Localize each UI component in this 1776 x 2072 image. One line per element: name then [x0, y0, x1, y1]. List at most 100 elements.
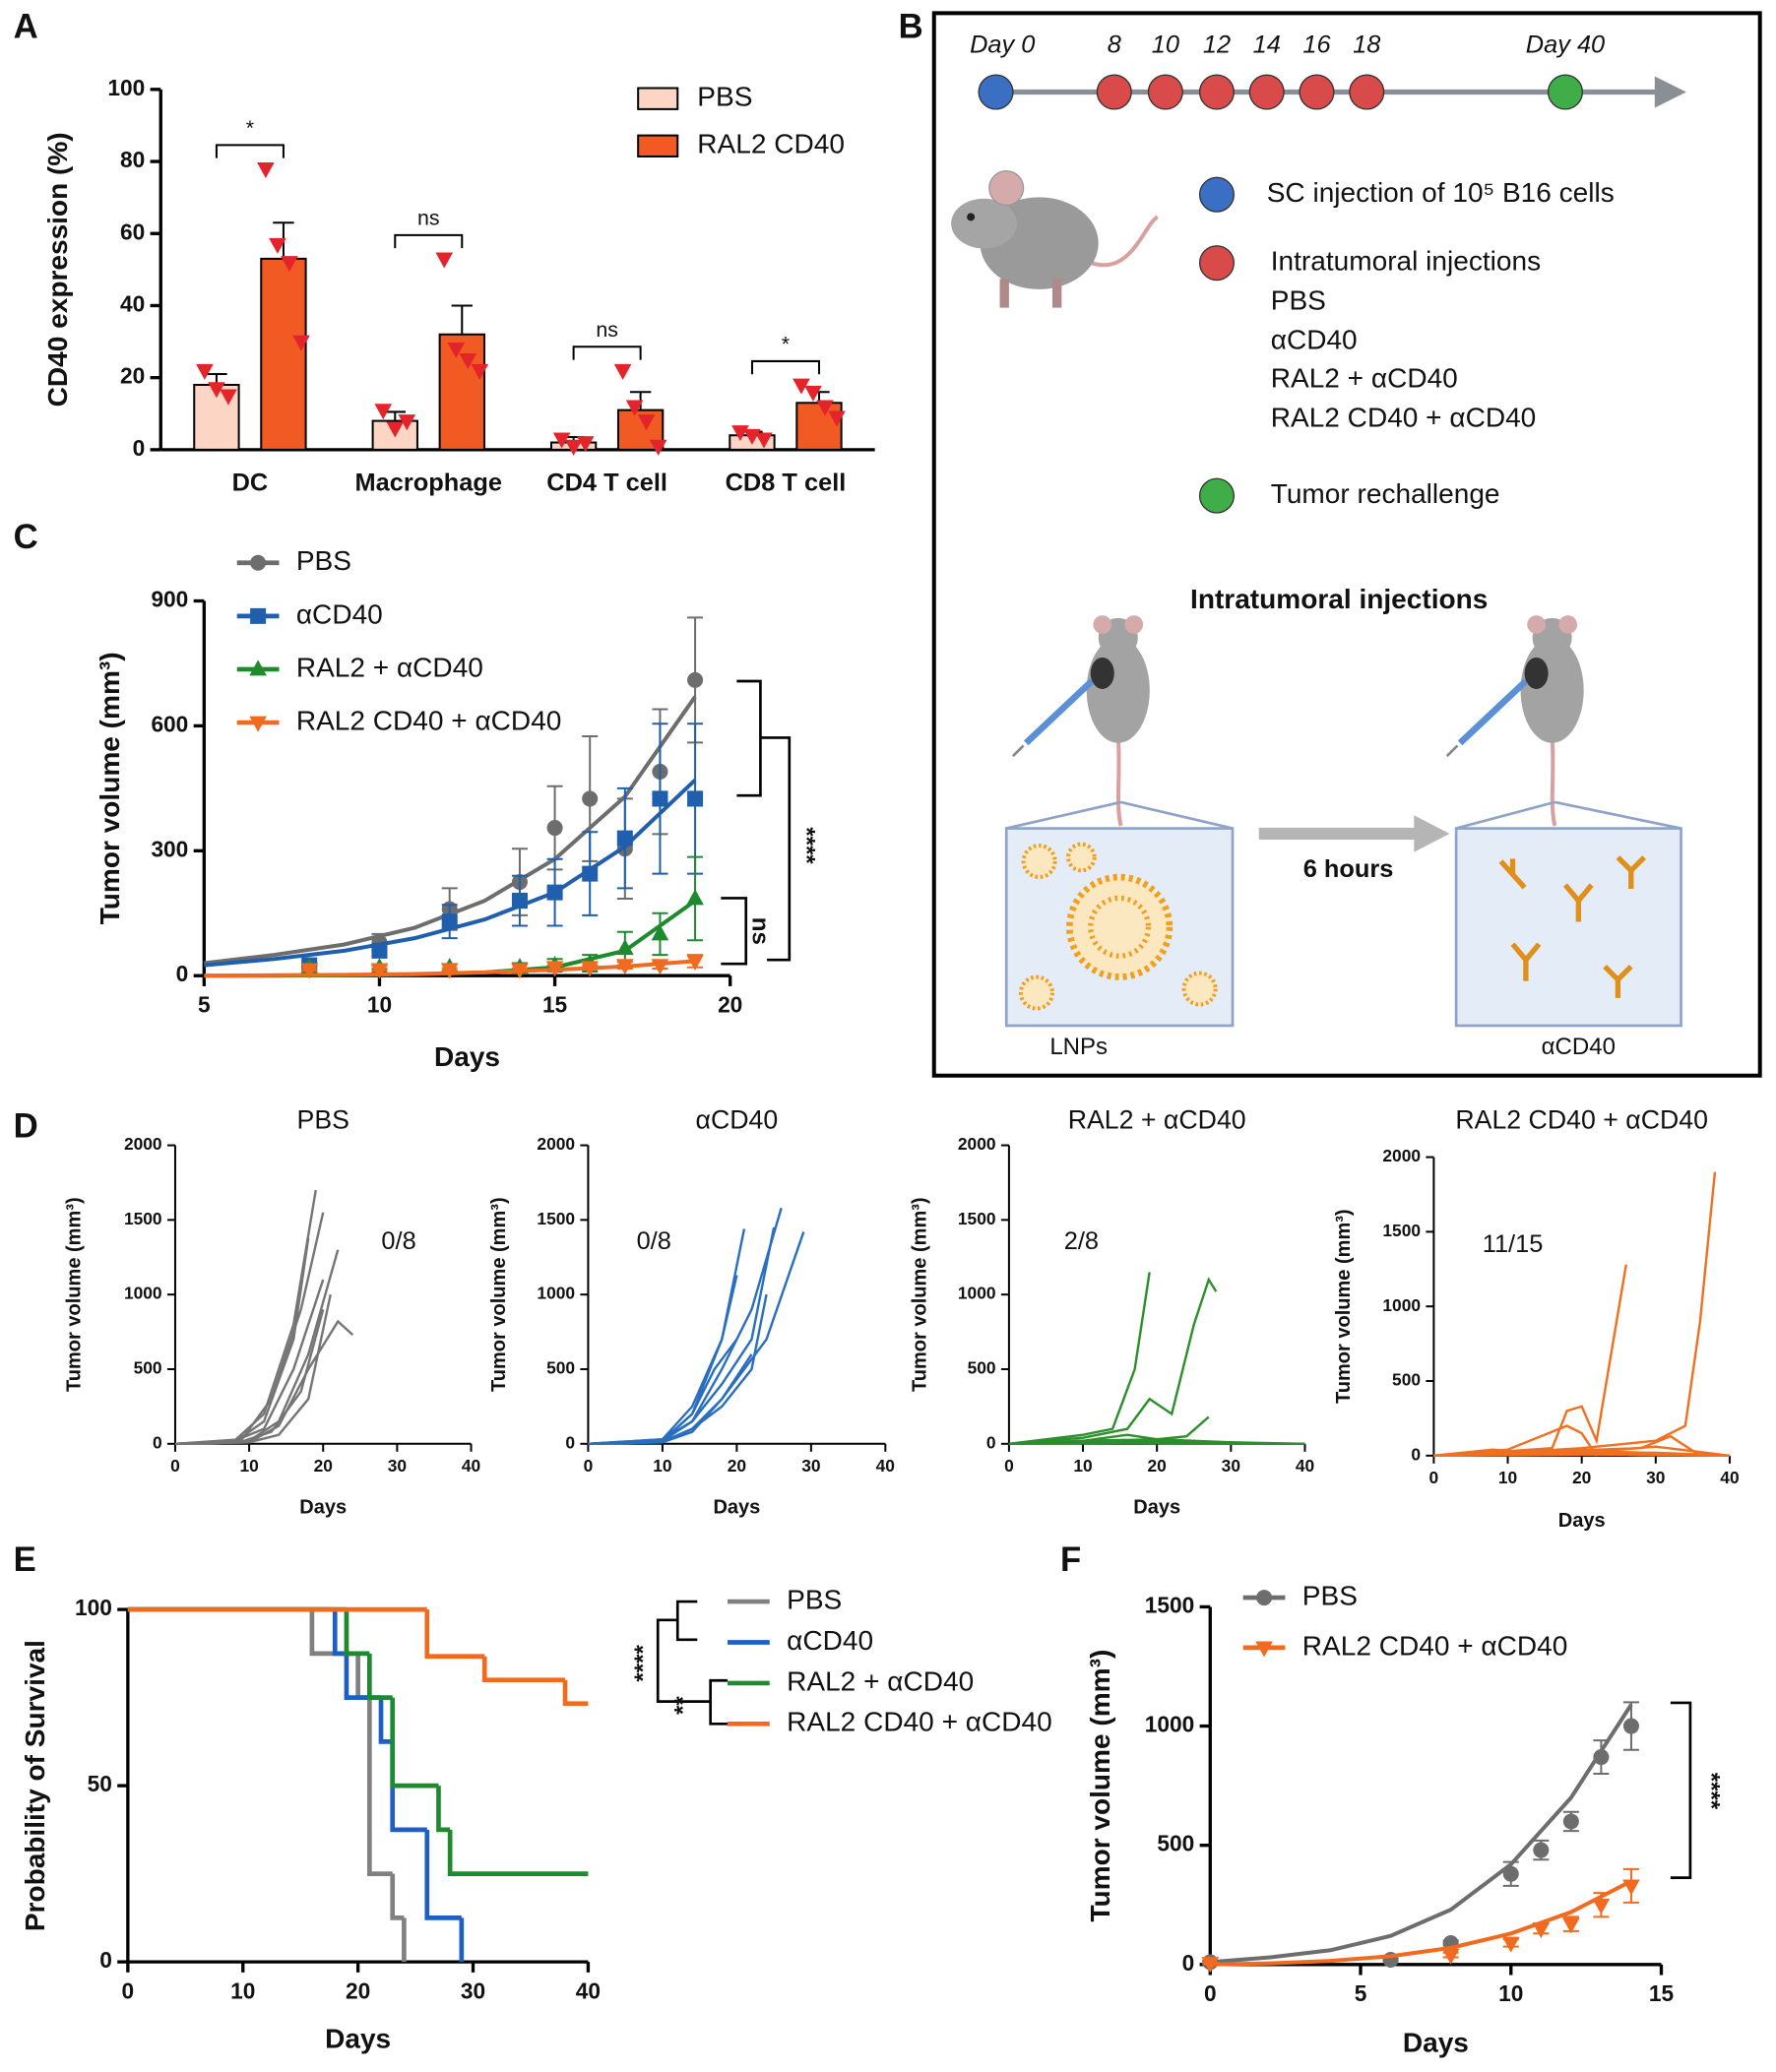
data-point [581, 961, 600, 977]
timeline-arrow [1654, 76, 1686, 108]
legend-marker [1256, 1590, 1273, 1606]
data-line [174, 1309, 325, 1445]
x-tick-label: 10 [1498, 1980, 1523, 2006]
significance-bracket [394, 233, 464, 249]
timeline-dot [1096, 74, 1132, 110]
y-axis-label: Probability of Survival [20, 1640, 50, 1931]
fit-curve [1210, 1879, 1632, 1967]
timeline-label: Day 40 [1526, 31, 1605, 58]
data-line [588, 1228, 746, 1445]
legend-text: Tumor rechallenge [1271, 478, 1500, 509]
significance-label: **** [630, 1645, 657, 1682]
significance-bracket [736, 679, 792, 962]
legend-label: RAL2 CD40 + αCD40 [296, 705, 562, 735]
significance-label: ns [747, 917, 774, 945]
data-point [269, 237, 286, 254]
data-point [576, 436, 595, 453]
y-tick-label: 100 [107, 75, 145, 100]
x-tick-label: 10 [653, 1456, 671, 1476]
x-tick-label: 10 [230, 1978, 255, 2003]
survival-step [344, 1653, 382, 1700]
panel-label: A [14, 9, 38, 46]
timeline-dot [1147, 74, 1183, 110]
survival-step [344, 1609, 370, 1657]
y-tick-label: 2000 [1382, 1146, 1421, 1165]
legend-label: αCD40 [296, 598, 383, 629]
data-point [686, 889, 704, 906]
data-line [1433, 1264, 1627, 1458]
data-point [582, 790, 599, 807]
x-tick-label: Macrophage [355, 469, 502, 496]
y-tick-label: 900 [151, 586, 188, 611]
y-tick-label: 2000 [958, 1134, 996, 1154]
data-point [564, 439, 583, 456]
box-label: αCD40 [1542, 1034, 1616, 1060]
x-tick-label: 0 [1004, 1456, 1014, 1476]
mouse-illustration [1011, 615, 1150, 827]
legend-label: RAL2 CD40 [697, 129, 845, 159]
data-point [386, 421, 405, 438]
x-tick-label: DC [232, 469, 269, 496]
zoom-lines [1005, 800, 1681, 830]
data-point [637, 414, 656, 431]
data-point [1533, 1842, 1550, 1858]
y-tick-label: 600 [151, 711, 188, 736]
survival-step [562, 1679, 589, 1707]
antibody-box [1454, 827, 1682, 1028]
x-tick-label: 20 [728, 1456, 746, 1476]
fit-curve [1210, 1703, 1633, 1965]
timeline-label: 8 [1108, 31, 1121, 58]
legend-label: RAL2 + αCD40 [296, 652, 483, 682]
antibody-illustration [1498, 855, 1647, 998]
x-tick-label: 40 [1296, 1456, 1314, 1476]
data-point [1562, 1813, 1579, 1830]
y-tick-label: 0 [133, 435, 146, 461]
annotation: 11/15 [1483, 1230, 1544, 1258]
legend-text: Intratumoral injections [1271, 246, 1541, 277]
data-line [588, 1338, 738, 1445]
legend-dot [1198, 176, 1236, 213]
data-point [613, 363, 632, 380]
chart-title: RAL2 + αCD40 [1068, 1105, 1246, 1135]
treatment: RAL2 CD40 + αCD40 [1271, 403, 1537, 433]
legend-marker [249, 659, 267, 676]
data-point [398, 414, 416, 431]
timeline-label: 16 [1302, 31, 1331, 58]
panel-label: E [14, 1541, 36, 1579]
chart-title: RAL2 CD40 + αCD40 [1455, 1105, 1708, 1135]
data-point [196, 363, 214, 380]
y-tick-label: 500 [1157, 1831, 1194, 1856]
y-tick-label: 500 [134, 1358, 162, 1378]
x-tick-label: 40 [876, 1456, 895, 1476]
legend-label: PBS [1302, 1580, 1358, 1610]
data-point [292, 335, 310, 351]
data-point [1501, 1936, 1520, 1953]
x-tick-label: 10 [1073, 1456, 1092, 1476]
y-tick-label: 40 [120, 290, 145, 316]
data-point [687, 790, 704, 807]
y-axis-label: CD40 expression (%) [42, 132, 73, 407]
x-tick-label: 20 [718, 991, 742, 1017]
y-tick-label: 60 [120, 219, 145, 244]
data-point [755, 432, 773, 449]
y-tick-label: 0 [565, 1432, 575, 1452]
legend-label: PBS [697, 82, 752, 112]
data-point [616, 830, 633, 847]
x-tick-label: 0 [1429, 1468, 1439, 1487]
legend-marker [1255, 1641, 1273, 1658]
x-tick-label: 20 [314, 1456, 333, 1476]
x-tick-label: 15 [1649, 1980, 1674, 2006]
panel-label: C [14, 519, 38, 556]
y-tick-label: 2000 [124, 1134, 162, 1154]
legend-label: αCD40 [787, 1625, 873, 1656]
treatment: RAL2 + αCD40 [1271, 362, 1458, 393]
treatment: αCD40 [1271, 325, 1358, 355]
data-point [651, 924, 669, 941]
timeline-dot [1547, 74, 1584, 110]
error-bar [384, 410, 406, 421]
significance-label: ns [596, 318, 618, 342]
timeline-label: 18 [1353, 31, 1380, 58]
x-tick-label: 0 [1204, 1980, 1217, 2006]
data-point [511, 893, 528, 910]
